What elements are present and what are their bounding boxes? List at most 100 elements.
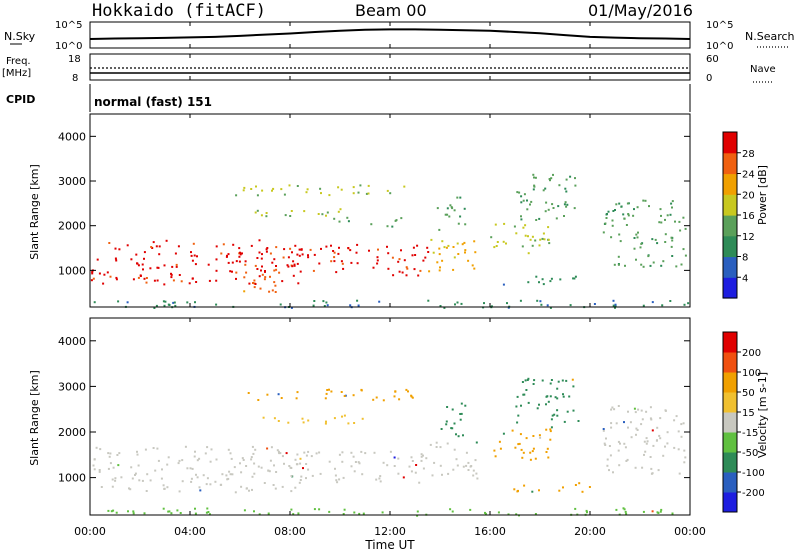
heatmap-cell	[617, 449, 620, 452]
heatmap-cell	[529, 238, 532, 241]
heatmap-cell	[296, 253, 299, 256]
heatmap-cell	[574, 177, 576, 180]
heatmap-cell	[250, 458, 253, 461]
heatmap-cell	[337, 186, 340, 189]
heatmap-cell	[115, 276, 118, 279]
heatmap-cell	[515, 513, 518, 516]
heatmap-cell	[317, 213, 320, 215]
heatmap-cell	[302, 467, 304, 470]
heatmap-cell	[257, 399, 260, 401]
heatmap-cell	[156, 279, 159, 282]
heatmap-cell	[250, 456, 253, 459]
heatmap-cell	[251, 475, 254, 478]
heatmap-cell	[254, 283, 257, 285]
heatmap-cell	[305, 191, 308, 194]
heatmap-cell	[311, 474, 314, 477]
y-tick-label: 2000	[58, 426, 86, 439]
heatmap-cell	[265, 215, 268, 218]
heatmap-cell	[445, 423, 448, 426]
heatmap-cell	[558, 489, 561, 492]
heatmap-cell	[659, 437, 662, 440]
heatmap-cell	[520, 448, 523, 451]
heatmap-cell	[251, 445, 254, 448]
heatmap-cell	[288, 184, 291, 187]
power-heatmap	[90, 173, 690, 309]
heatmap-cell	[403, 185, 406, 188]
heatmap-cell	[205, 483, 208, 486]
heatmap-cell	[640, 423, 643, 426]
heatmap-cell	[680, 263, 683, 266]
heatmap-cell	[602, 231, 605, 234]
cpid-label: CPID	[6, 93, 35, 106]
heatmap-cell	[420, 459, 423, 462]
heatmap-cell	[603, 442, 606, 445]
heatmap-cell	[162, 300, 165, 303]
heatmap-cell	[565, 205, 568, 208]
heatmap-cell	[112, 509, 115, 512]
heatmap-cell	[261, 273, 264, 276]
heatmap-cell	[297, 512, 300, 515]
heatmap-cell	[452, 246, 455, 248]
heatmap-cell	[145, 490, 148, 492]
colorbar-swatch	[723, 132, 737, 154]
heatmap-cell	[450, 206, 453, 209]
heatmap-cell	[613, 408, 616, 411]
heatmap-cell	[463, 207, 466, 210]
heatmap-cell	[639, 246, 642, 249]
heatmap-cell	[266, 393, 269, 396]
heatmap-cell	[451, 408, 454, 411]
heatmap-cell	[615, 203, 618, 206]
heatmap-cell	[467, 469, 470, 471]
heatmap-cell	[445, 420, 448, 423]
heatmap-cell	[341, 451, 344, 454]
heatmap-cell	[527, 281, 530, 284]
heatmap-cell	[281, 455, 284, 458]
heatmap-cell	[398, 398, 401, 401]
heatmap-cell	[255, 185, 257, 188]
heatmap-cell	[278, 271, 281, 274]
heatmap-cell	[521, 245, 524, 248]
heatmap-cell	[436, 261, 439, 264]
heatmap-cell	[256, 194, 259, 197]
colorbar-tick-label: 50	[742, 388, 755, 399]
freq-label-1: Freq.	[6, 56, 31, 67]
noise-series	[89, 28, 691, 40]
heatmap-cell	[254, 448, 257, 451]
heatmap-cell	[441, 473, 443, 476]
heatmap-cell	[593, 303, 596, 305]
heatmap-cell	[250, 188, 253, 190]
heatmap-cell	[193, 455, 196, 458]
heatmap-cell	[516, 421, 519, 424]
heatmap-cell	[95, 446, 98, 449]
heatmap-cell	[301, 417, 304, 420]
heatmap-cell	[245, 271, 248, 274]
heatmap-cell	[664, 241, 667, 243]
x-axis: 00:00 04:00 08:00 12:00 16:00 20:00 00:00	[74, 22, 706, 538]
heatmap-cell	[172, 301, 175, 304]
heatmap-cell	[435, 441, 438, 444]
heatmap-cell	[637, 231, 639, 234]
heatmap-cell	[533, 379, 536, 382]
heatmap-cell	[163, 304, 166, 307]
heatmap-cell	[521, 456, 524, 459]
heatmap-cell	[293, 264, 296, 267]
heatmap-cell	[651, 429, 654, 432]
heatmap-cell	[533, 176, 535, 179]
heatmap-cell	[175, 265, 178, 268]
heatmap-cell	[295, 463, 298, 466]
heatmap-cell	[356, 243, 359, 246]
heatmap-cell	[519, 433, 522, 436]
heatmap-cell	[552, 173, 554, 176]
heatmap-cell	[261, 189, 264, 192]
heatmap-cell	[473, 267, 476, 270]
heatmap-cell	[313, 253, 316, 256]
heatmap-cell	[539, 436, 542, 439]
heatmap-cell	[263, 482, 266, 484]
heatmap-cell	[522, 226, 525, 229]
heatmap-cell	[259, 287, 262, 290]
heatmap-cell	[439, 464, 442, 467]
heatmap-cell	[295, 397, 298, 400]
heatmap-cell	[549, 179, 551, 182]
heatmap-cell	[635, 258, 637, 261]
heatmap-cell	[138, 479, 141, 482]
